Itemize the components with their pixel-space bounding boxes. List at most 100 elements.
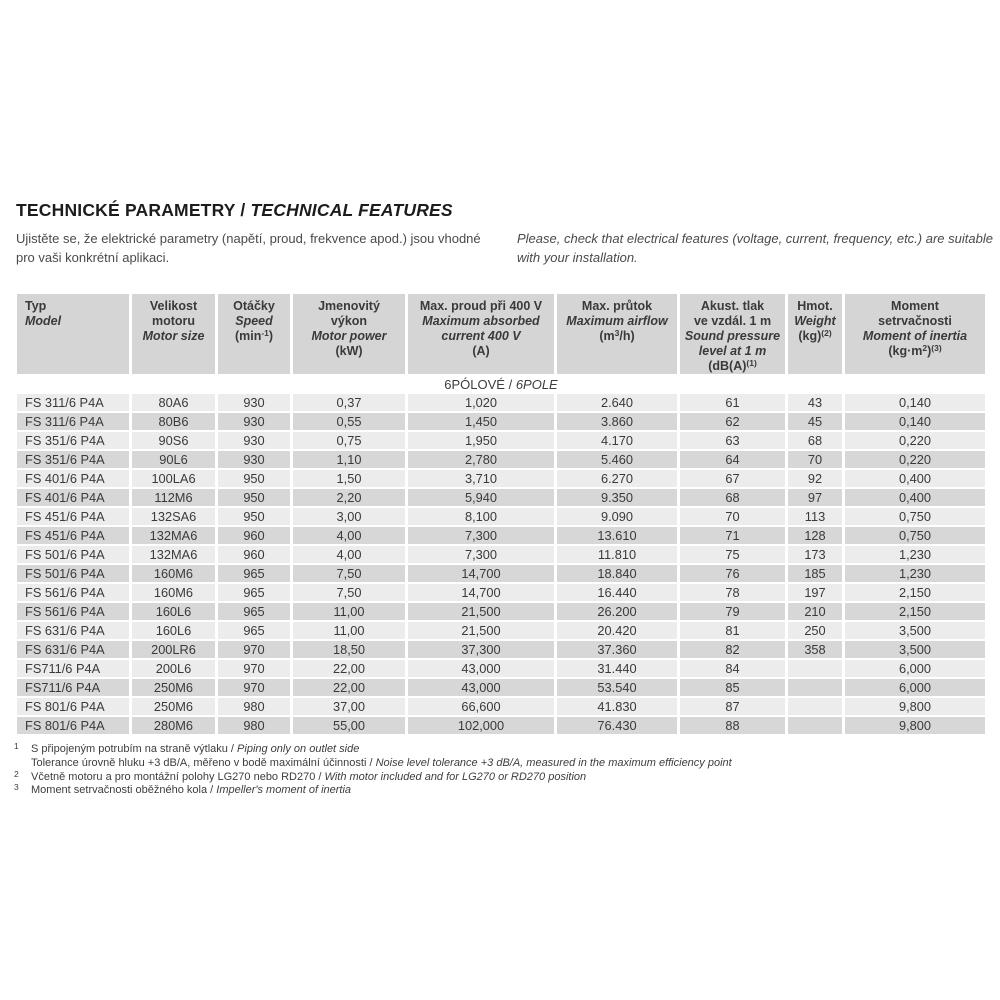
- column-header-english-line: Motor power: [311, 329, 387, 343]
- table-cell: 930: [218, 451, 290, 468]
- table-cell: FS 561/6 P4A: [17, 603, 129, 620]
- table-row: FS 351/6 P4A 90S6 930 0,75 1,950 4.170 63 68 0,2…: [17, 432, 985, 449]
- table-row: FS 401/6 P4A 100LA6 950 1,50 3,710 6.270 67 92 0…: [17, 470, 985, 487]
- table-cell: 970: [218, 679, 290, 696]
- section-english: 6POLE: [515, 376, 558, 392]
- footnote: 3 Moment setrvačnosti oběžného kola / Imp…: [14, 782, 984, 798]
- footnote-english: Noise level tolerance +3 dB/A, measured …: [375, 756, 732, 769]
- table-cell: 80A6: [132, 394, 215, 411]
- table-cell: 14,700: [408, 565, 554, 582]
- column-header-english-line: Moment of inertia: [862, 329, 968, 343]
- table-cell: 31.440: [557, 660, 677, 677]
- table-cell: 280M6: [132, 717, 215, 734]
- table-cell: 71: [680, 527, 785, 544]
- table-cell: 18.840: [557, 565, 677, 582]
- column-header: Typ Model: [17, 294, 129, 374]
- table-cell: 965: [218, 565, 290, 582]
- pole-section-row: 6PÓLOVÉ / 6POLE: [17, 376, 985, 392]
- section-separator: /: [504, 376, 516, 392]
- footnote: Tolerance úrovně hluku +3 dB/A, měřeno v…: [14, 757, 984, 771]
- table-cell: FS711/6 P4A: [17, 660, 129, 677]
- table-cell: 0,750: [845, 508, 985, 525]
- table-cell: [788, 698, 842, 715]
- column-header: Max. průtok Maximum airflow (m3/h): [557, 294, 677, 374]
- footnote-english: With motor included and for LG270 or RD2…: [324, 770, 587, 783]
- table-cell: 112M6: [132, 489, 215, 506]
- table-cell: 4,00: [293, 546, 405, 563]
- column-header-english-line: Sound pressure: [684, 329, 781, 343]
- column-header: Max. proud při 400 V Maximum absorbed curr…: [408, 294, 554, 374]
- table-cell: 0,75: [293, 432, 405, 449]
- table-cell: 1,50: [293, 470, 405, 487]
- table-cell: 0,140: [845, 413, 985, 430]
- footnote-separator: /: [227, 743, 238, 755]
- table-cell: 9.090: [557, 508, 677, 525]
- table-cell: 930: [218, 432, 290, 449]
- table-row: FS 801/6 P4A 280M6 980 55,00 102,000 76.430 88…: [17, 717, 985, 734]
- column-header-english-line: Speed: [235, 314, 273, 328]
- column-header-english-line: Weight: [794, 314, 836, 328]
- table-cell: 85: [680, 679, 785, 696]
- table-cell: 160L6: [132, 622, 215, 639]
- table-cell: 1,230: [845, 546, 985, 563]
- table-cell: 173: [788, 546, 842, 563]
- table-row: FS 451/6 P4A 132SA6 950 3,00 8,100 9.090 70 113…: [17, 508, 985, 525]
- table-cell: 84: [680, 660, 785, 677]
- table-cell: 2,20: [293, 489, 405, 506]
- table-cell: FS 401/6 P4A: [17, 489, 129, 506]
- table-cell: 102,000: [408, 717, 554, 734]
- table-cell: 132SA6: [132, 508, 215, 525]
- column-header-czech-line: Moment: [891, 299, 939, 313]
- column-header-unit: (m3/h): [599, 328, 635, 343]
- table-cell: 90S6: [132, 432, 215, 449]
- page-title-english: TECHNICAL FEATURES: [250, 200, 453, 220]
- column-header-unit: (kW): [335, 344, 363, 358]
- table-cell: 45: [788, 413, 842, 430]
- table-cell: 6.270: [557, 470, 677, 487]
- table-cell: FS 401/6 P4A: [17, 470, 129, 487]
- table-cell: 3.860: [557, 413, 677, 430]
- column-header-czech-line: Jmenovitý: [318, 299, 380, 313]
- table-cell: 70: [680, 508, 785, 525]
- table-cell: 960: [218, 527, 290, 544]
- table-row: FS 311/6 P4A 80A6 930 0,37 1,020 2.640 61 43 0,1…: [17, 394, 985, 411]
- page-title-separator: /: [235, 200, 251, 220]
- table-cell: 160M6: [132, 584, 215, 601]
- column-header-unit: (dB(A)(1): [708, 358, 757, 373]
- table-cell: 965: [218, 603, 290, 620]
- column-header-czech-line: motoru: [151, 314, 196, 328]
- table-cell: 26.200: [557, 603, 677, 620]
- table-cell: 61: [680, 394, 785, 411]
- pole-section-label: 6PÓLOVÉ / 6POLE: [17, 376, 985, 392]
- table-cell: FS 561/6 P4A: [17, 584, 129, 601]
- page-title-czech: TECHNICKÉ PARAMETRY: [16, 200, 236, 220]
- table-cell: 0,220: [845, 451, 985, 468]
- table-cell: 1,020: [408, 394, 554, 411]
- table-cell: [788, 717, 842, 734]
- column-header-czech-line: ve vzdál. 1 m: [693, 314, 772, 328]
- table-cell: 37,300: [408, 641, 554, 658]
- column-header-czech-line: Akust. tlak: [700, 299, 765, 313]
- table-cell: 950: [218, 489, 290, 506]
- table-cell: 950: [218, 470, 290, 487]
- table-cell: 87: [680, 698, 785, 715]
- table-cell: 64: [680, 451, 785, 468]
- column-header-english-line: current 400 V: [441, 329, 521, 343]
- column-header: Otáčky Speed (min-1): [218, 294, 290, 374]
- table-cell: 1,230: [845, 565, 985, 582]
- table-cell: 8,100: [408, 508, 554, 525]
- table-cell: 965: [218, 584, 290, 601]
- table-row: FS 501/6 P4A 160M6 965 7,50 14,700 18.840 76 18…: [17, 565, 985, 582]
- table-cell: 22,00: [293, 660, 405, 677]
- table-cell: 1,950: [408, 432, 554, 449]
- table-row: FS 631/6 P4A 200LR6 970 18,50 37,300 37.360 82…: [17, 641, 985, 658]
- table-cell: 43: [788, 394, 842, 411]
- table-cell: 3,500: [845, 622, 985, 639]
- table-cell: 68: [788, 432, 842, 449]
- table-cell: 9.350: [557, 489, 677, 506]
- table-cell: 21,500: [408, 622, 554, 639]
- table-cell: 62: [680, 413, 785, 430]
- footnote-separator: /: [366, 756, 376, 769]
- footnote: 1 S připojeným potrubím na straně výtlaku…: [14, 741, 984, 757]
- column-header-english-line: Model: [25, 314, 62, 328]
